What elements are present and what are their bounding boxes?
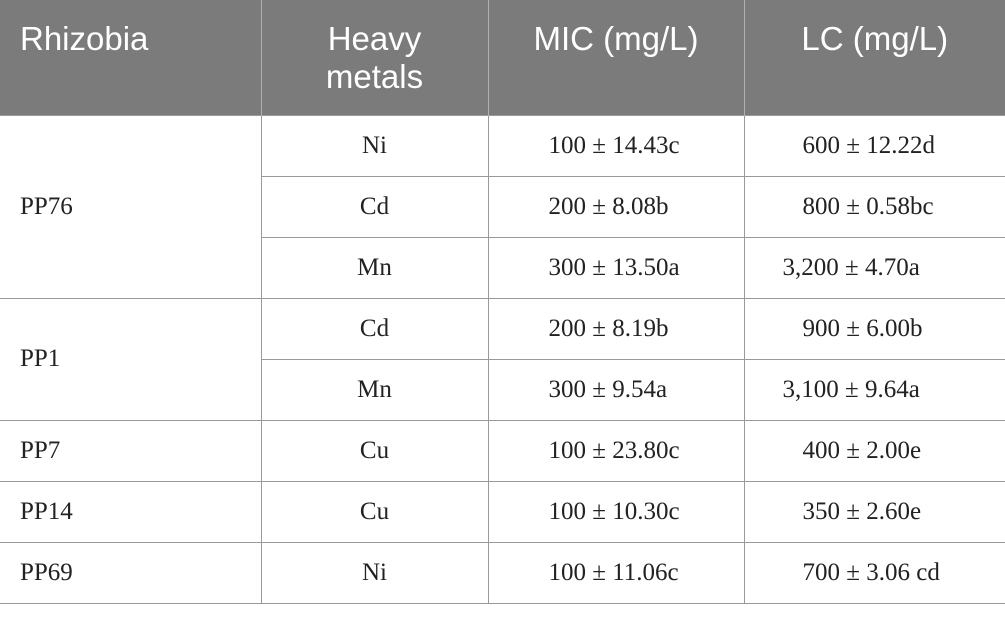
table-row: PP7 Cu 100 ± 23.80c 400 ± 2.00e xyxy=(0,419,1005,482)
table-row: PP1 Cd 200 ± 8.19b 900 ± 6.00b xyxy=(0,297,1005,421)
mic-cell: 100 ± 11.06c xyxy=(487,541,745,604)
metal-cell: Ni xyxy=(260,541,489,604)
header-lc: LC (mg/L) xyxy=(744,0,1005,115)
rhizobia-cell: PP1 xyxy=(0,297,262,421)
header-heavy-metals: Heavy metals xyxy=(261,0,489,115)
header-heavy-metals-line2: metals xyxy=(325,58,424,95)
table-row: Mn 300 ± 13.50a 3,200 ± 4.70a xyxy=(0,236,1005,299)
mic-cell: 100 ± 10.30c xyxy=(487,480,745,543)
lc-cell: 600 ± 12.22d xyxy=(743,114,1005,177)
metal-cell: Cu xyxy=(260,419,489,482)
lc-cell: 3,200 ± 4.70a xyxy=(743,236,1005,299)
rhizobia-cell: PP76 xyxy=(0,114,262,299)
lc-cell: 3,100 ± 9.64a xyxy=(743,358,1005,421)
lc-cell: 700 ± 3.06 cd xyxy=(743,541,1005,604)
mic-cell: 200 ± 8.08b xyxy=(487,175,745,238)
rhizobia-cell: PP7 xyxy=(0,419,262,482)
table-header: Rhizobia Heavy metals MIC (mg/L) LC (mg/L… xyxy=(0,0,1005,115)
lc-cell: 350 ± 2.60e xyxy=(743,480,1005,543)
mic-cell: 200 ± 8.19b xyxy=(487,297,745,360)
table-row: PP14 Cu 100 ± 10.30c 350 ± 2.60e xyxy=(0,480,1005,543)
metal-cell: Mn xyxy=(261,358,489,421)
table-row: Cd 200 ± 8.08b 800 ± 0.58bc xyxy=(0,175,1005,238)
mic-cell: 100 ± 14.43c xyxy=(487,114,745,177)
header-row: Rhizobia Heavy metals MIC (mg/L) LC (mg/L… xyxy=(0,0,1005,115)
header-heavy-metals-line1: Heavy xyxy=(327,20,422,57)
lc-cell: 900 ± 6.00b xyxy=(743,297,1005,360)
rhizobia-cell: PP14 xyxy=(0,480,262,543)
heavy-metal-tolerance-table: Rhizobia Heavy metals MIC (mg/L) LC (mg/L… xyxy=(0,0,1005,604)
rhizobia-cell: PP69 xyxy=(0,541,262,604)
mic-cell: 300 ± 13.50a xyxy=(487,236,745,299)
metal-cell: Cu xyxy=(260,480,489,543)
lc-cell: 400 ± 2.00e xyxy=(743,419,1005,482)
metal-cell: Ni xyxy=(260,114,489,177)
metal-cell: Mn xyxy=(261,236,489,299)
mic-cell: 300 ± 9.54a xyxy=(487,358,745,421)
header-mic: MIC (mg/L) xyxy=(488,0,745,115)
table-row: PP69 Ni 100 ± 11.06c 700 ± 3.06 cd xyxy=(0,541,1005,604)
table-body: PP76 Ni 100 ± 14.43c 600 ± 12.22d Cd 200… xyxy=(0,114,1005,604)
mic-cell: 100 ± 23.80c xyxy=(487,419,745,482)
table-row: PP76 Ni 100 ± 14.43c 600 ± 12.22d xyxy=(0,114,1005,299)
lc-cell: 800 ± 0.58bc xyxy=(743,175,1005,238)
header-rhizobia: Rhizobia xyxy=(0,0,262,115)
metal-cell: Cd xyxy=(260,297,489,360)
metal-cell: Cd xyxy=(261,175,489,238)
